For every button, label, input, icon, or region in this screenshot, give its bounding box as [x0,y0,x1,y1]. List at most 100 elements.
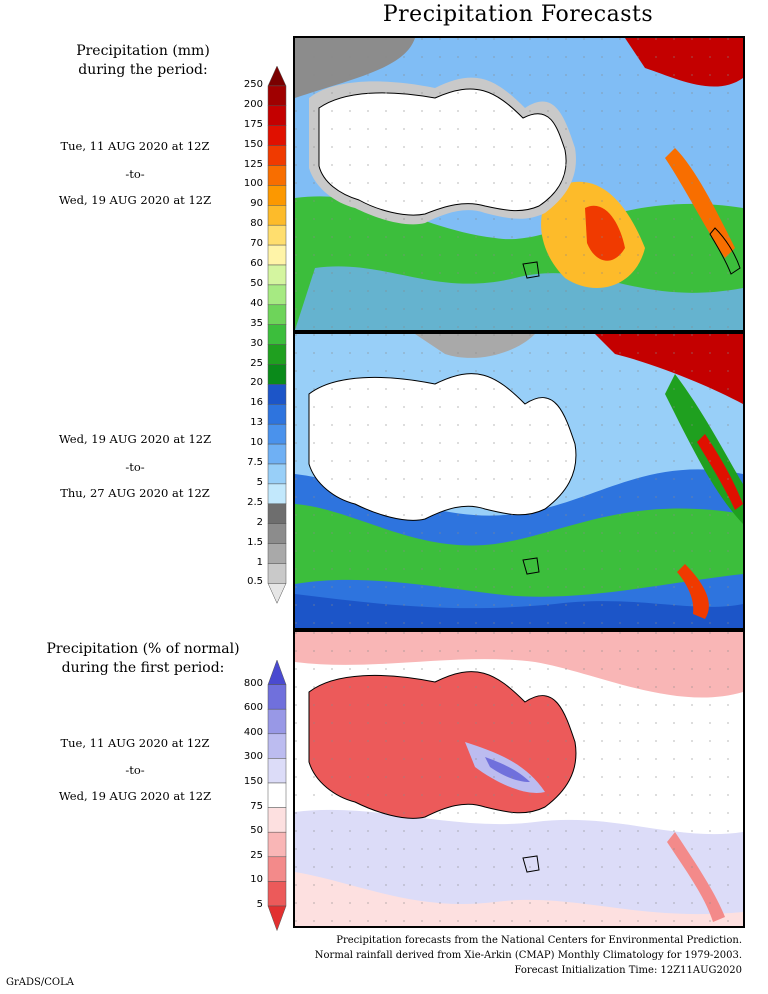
panel2-start-date: Wed, 19 AUG 2020 at 12Z [58,432,212,446]
pct-colorbar-swatch [267,733,287,759]
panel2-end-date: Thu, 27 AUG 2020 at 12Z [60,486,210,500]
mm-colorbar-tick-label: 1.5 [247,536,263,548]
panel1-end-date: Wed, 19 AUG 2020 at 12Z [58,193,212,207]
mm-colorbar-tick-label: 40 [250,297,263,309]
mm-colorbar-tick-label: 7.5 [247,457,263,468]
mm-colorbar-swatch [267,344,287,365]
mm-colorbar-tick-label: 50 [250,277,263,289]
mm-colorbar-swatch [267,304,287,325]
mm-colorbar-tick-label: 1 [256,556,263,568]
pct-colorbar-swatch [267,905,287,932]
footer-notes: Precipitation forecasts from the Nationa… [315,933,742,978]
pct-colorbar-swatch [267,831,287,858]
pct-colorbar-swatches [267,660,287,932]
mm-colorbar-tick-label: 20 [250,377,263,389]
mm-colorbar-tick-label: 80 [250,218,263,230]
map-panel-percent-normal [293,630,745,928]
page-title: Precipitation Forecasts [382,2,654,27]
pct-colorbar-tick-label: 300 [243,751,263,763]
mm-colorbar-tick-label: 35 [250,317,263,329]
mm-colorbar-swatch [267,583,287,604]
mm-colorbar-swatch [267,384,287,405]
mm-colorbar-swatch [267,66,287,87]
mm-colorbar-swatch [267,364,287,385]
mm-colorbar-tick-label: 150 [243,138,263,150]
mm-colorbar-swatch [267,185,287,206]
mm-colorbar-tick-label: 10 [250,437,263,449]
mm-colorbar-tick-label: 175 [243,118,263,130]
mm-colorbar-swatch [267,205,287,226]
precip-map-week2 [295,334,743,628]
mm-colorbar-swatches [267,66,287,604]
panel3-heading-line2: during the first period: [61,660,225,676]
mm-colorbar-swatch [267,423,287,445]
pct-colorbar-tick-label: 5 [256,899,263,910]
pct-colorbar-swatch [267,684,287,710]
mm-colorbar-tick-label: 25 [250,357,263,369]
pct-colorbar-tick-label: 50 [250,825,263,837]
mm-colorbar-tick-label: 125 [243,158,263,170]
pct-colorbar-swatch [267,782,287,808]
panel1-heading-line2: during the period: [78,62,208,78]
mm-colorbar-swatch [267,165,287,186]
pct-colorbar-swatch [267,758,287,784]
mm-colorbar-swatch [267,264,287,286]
panel1-heading-line1: Precipitation (mm) [76,43,210,59]
credit-label: GrADS/COLA [6,977,74,988]
mm-colorbar-swatch [267,463,287,485]
pct-colorbar-tick-label: 10 [250,874,263,886]
pct-colorbar-swatch [267,881,287,907]
footer-line2: Normal rainfall derived from Xie-Arkin (… [314,950,742,961]
mm-colorbar-tick-label: 0.5 [247,576,263,588]
mm-colorbar-swatch [267,483,287,505]
mm-colorbar-swatch [267,244,287,266]
mm-colorbar-swatch [267,563,287,584]
mm-colorbar-swatch [267,224,287,246]
mm-colorbar-swatch [267,523,287,544]
footer-line1: Precipitation forecasts from the Nationa… [336,935,742,946]
panel2-to: -to- [125,460,145,474]
mm-colorbar-tick-label: 250 [243,78,263,90]
mm-colorbar-tick-label: 16 [250,397,263,409]
panel3-to: -to- [125,763,145,777]
precip-percent-map [295,632,743,926]
panel1-to: -to- [125,167,145,181]
mm-colorbar-tick-label: 5 [256,476,263,488]
pct-colorbar-tick-label: 75 [250,800,263,812]
mm-colorbar-swatch [267,404,287,425]
pct-colorbar-tick-label: 150 [243,776,263,787]
mm-colorbar-swatch [267,85,287,107]
mm-colorbar-tick-label: 2.5 [247,496,263,508]
footer-line3: Forecast Initialization Time: 12Z11AUG20… [514,965,742,976]
panel3-heading: Precipitation (% of normal) during the f… [0,640,286,678]
mm-colorbar-swatch [267,543,287,564]
pct-colorbar-tick-label: 400 [243,726,263,738]
pct-colorbar-tick-label: 600 [243,702,263,714]
mm-colorbar-swatch [267,284,287,306]
pct-colorbar-tick-label: 800 [243,677,263,689]
map-panel-week1 [293,36,745,332]
pct-colorbar-swatch [267,807,287,833]
panel1-heading: Precipitation (mm) during the period: [0,42,286,80]
mm-colorbar-tick-label: 90 [250,198,263,210]
panel1-start-date: Tue, 11 AUG 2020 at 12Z [60,139,210,153]
precip-map-week1 [295,38,743,330]
pct-colorbar-swatch [267,856,287,882]
mm-colorbar-swatch [267,145,287,166]
panel3-heading-line1: Precipitation (% of normal) [46,641,240,657]
panel3-end-date: Wed, 19 AUG 2020 at 12Z [58,789,212,803]
mm-colorbar-swatch [267,443,287,465]
panel3-start-date: Tue, 11 AUG 2020 at 12Z [60,736,210,750]
pct-colorbar-swatch [267,660,287,685]
mm-colorbar-swatch [267,503,287,524]
map-panel-week2 [293,332,745,630]
mm-colorbar-tick-label: 200 [243,98,263,110]
mm-colorbar-tick-label: 13 [250,417,263,429]
mm-colorbar-swatch [267,105,287,126]
mm-colorbar-tick-label: 60 [250,258,263,269]
mm-colorbar-swatch [267,324,287,345]
mm-colorbar-swatch [267,125,287,146]
mm-colorbar-tick-label: 30 [250,337,263,349]
mm-colorbar-tick-label: 100 [243,178,263,190]
pct-colorbar-tick-label: 25 [250,849,263,861]
